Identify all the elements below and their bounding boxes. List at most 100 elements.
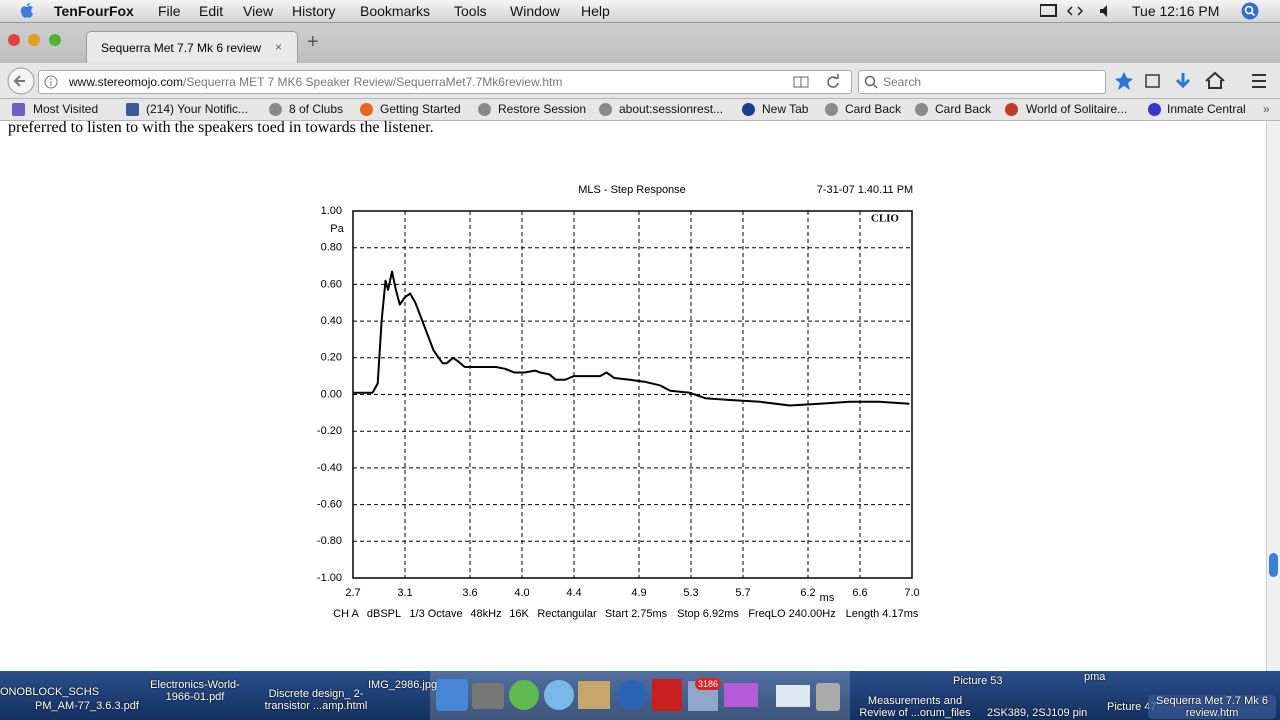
site-info[interactable] [44, 75, 58, 89]
setting-label: 1/3 Octave [409, 608, 462, 620]
reader-view[interactable] [793, 75, 809, 89]
menu-item[interactable]: View [243, 3, 274, 19]
bookmark-icon [12, 103, 25, 116]
bookmark[interactable]: Card Back [845, 102, 902, 116]
y-tick-label: 0.60 [321, 278, 342, 290]
bookmark[interactable]: about:sessionrest... [619, 102, 724, 116]
menu-item[interactable]: Bookmarks [360, 3, 431, 19]
bookmark[interactable]: Most Visited [33, 102, 99, 116]
y-tick-label: -0.60 [317, 499, 342, 511]
bookmark-icon [742, 103, 755, 116]
y-tick-label: -1.00 [317, 572, 342, 584]
bookmark-icon [360, 103, 373, 116]
setting-label: 16K [509, 608, 529, 620]
back-button[interactable] [6, 67, 36, 95]
y-tick-label: 0.00 [321, 388, 342, 400]
desktop-item-label: Measurements and Review of ...orum_files [859, 695, 971, 719]
more-bookmarks[interactable]: » [1263, 102, 1270, 116]
bookmark[interactable]: Inmate Central [1167, 102, 1246, 116]
dock-apps[interactable] [436, 677, 846, 717]
x-tick-label: 5.3 [683, 587, 698, 599]
setting-label: Stop 6.92ms [677, 608, 739, 620]
bookmark-icon [825, 103, 838, 116]
y-tick-label: 1.00 [321, 205, 342, 217]
plot-frame [352, 210, 913, 579]
data-line [353, 270, 910, 407]
desktop-item-label: Picture 47 [1107, 701, 1157, 713]
menu-item[interactable]: History [292, 3, 336, 19]
bookmark-icon [1148, 103, 1161, 116]
search-icon [864, 75, 878, 89]
desktop-item-label: Picture 53 [953, 675, 1003, 687]
badge: 3186 [695, 678, 722, 690]
chart: 1.00 0.80 0.60 0.40 0.20 0.00 -0.20 -0.40 -0.60 -… [317, 184, 920, 620]
x-tick-label: 3.1 [397, 587, 412, 599]
setting-label: FreqLO 240.00Hz [748, 608, 835, 620]
apple-menu[interactable] [19, 2, 35, 20]
desktop-item-label: Discrete design_ 2-transistor ...amp.htm… [264, 688, 368, 712]
clock[interactable]: Tue 12:16 PM [1132, 3, 1220, 19]
nav-bar: www.stereomojo.com/Sequerra MET 7 MK6 Sp… [0, 63, 1280, 99]
url-text: www.stereomojo.com/Sequerra MET 7 MK6 Sp… [69, 75, 562, 89]
menu-item[interactable]: Help [581, 3, 610, 19]
status-icons[interactable] [1040, 4, 1120, 18]
menu-item[interactable]: File [158, 3, 181, 19]
zoom-window[interactable] [49, 34, 61, 46]
x-tick-label: 4.9 [631, 587, 646, 599]
spotlight[interactable] [1241, 2, 1259, 20]
tab-close[interactable]: × [275, 40, 283, 54]
x-tick-label: 7.0 [904, 587, 919, 599]
bookmark[interactable]: Restore Session [498, 102, 587, 116]
menu-item[interactable]: Window [510, 3, 560, 19]
desktop-item-label: pma [1084, 671, 1106, 683]
bookmark-icon [126, 103, 139, 116]
desktop-item-label: 2SK389, 2SJ109 pin [987, 707, 1088, 719]
menu-bar: TenFourFox File Edit View History Bookma… [0, 0, 1280, 23]
bookmark-icon [1005, 103, 1018, 116]
scroll-thumb[interactable] [1269, 553, 1278, 577]
x-tick-label: 3.6 [462, 587, 477, 599]
x-tick-label: 5.7 [735, 587, 750, 599]
tab[interactable]: Sequerra Met 7.7 Mk 6 review × [86, 31, 298, 64]
bookmark-icon [599, 103, 612, 116]
bookmarks-bar: Most Visited (214) Your Notific... 8 of … [0, 99, 1280, 121]
url-bar[interactable]: www.stereomojo.com/Sequerra MET 7 MK6 Sp… [38, 70, 852, 94]
desktop-item-label: Electronics-World-1966-01.pdf [150, 679, 240, 703]
x-tick-label: 6.6 [852, 587, 867, 599]
bookmark[interactable]: New Tab [762, 102, 809, 116]
plot-area [353, 211, 912, 578]
bookmark[interactable]: Getting Started [380, 102, 461, 116]
close-window[interactable] [8, 34, 20, 46]
toolbar-buttons[interactable] [1114, 71, 1274, 91]
y-tick-label: -0.40 [317, 462, 342, 474]
menu-item[interactable]: Edit [199, 3, 224, 19]
bookmark[interactable]: 8 of Clubs [289, 102, 344, 116]
bookmark[interactable]: World of Solitaire... [1026, 102, 1128, 116]
app-name[interactable]: TenFourFox [54, 3, 134, 19]
y-tick-label: -0.80 [317, 535, 342, 547]
setting-label: Length 4.17ms [846, 608, 919, 620]
minimize-window[interactable] [28, 34, 40, 46]
scrollbar[interactable] [1266, 121, 1280, 671]
y-tick-label: 0.80 [321, 242, 342, 254]
desktop-item-label: PM_AM-77_3.6.3.pdf [35, 700, 139, 712]
bookmark[interactable]: (214) Your Notific... [146, 102, 249, 116]
desktop-item-label: Sequerra Met 7.7 Mk 6 review.htm [1148, 695, 1276, 719]
y-tick-label: 0.20 [321, 352, 342, 364]
body-text: preferred to listen to with the speakers… [8, 121, 434, 136]
new-tab[interactable]: + [307, 31, 319, 53]
reload[interactable] [825, 74, 841, 90]
bookmark-icon [915, 103, 928, 116]
web-content: preferred to listen to with the speakers… [0, 121, 1266, 671]
menu-item[interactable]: Tools [454, 3, 487, 19]
y-tick-label: 0.40 [321, 315, 342, 327]
tab-title: Sequerra Met 7.7 Mk 6 review [101, 41, 262, 55]
bookmark-icon [478, 103, 491, 116]
url-host: www.stereomojo.com [69, 75, 184, 89]
desktop-item-label: IMG_2986.jpg [368, 679, 438, 691]
bookmark[interactable]: Card Back [935, 102, 992, 116]
x-tick-label: 6.2 [800, 587, 815, 599]
search-bar[interactable]: Search [858, 70, 1106, 94]
